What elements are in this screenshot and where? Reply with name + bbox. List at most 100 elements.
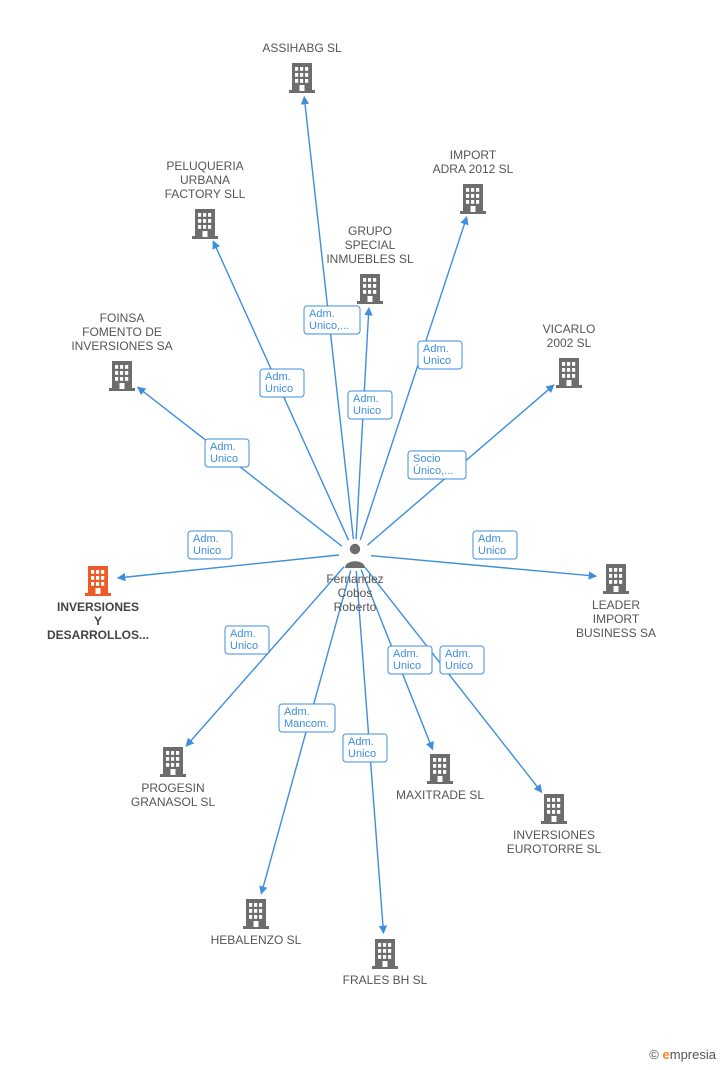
svg-text:Adm.: Adm. [193, 533, 219, 545]
company-node[interactable]: MAXITRADE SL [396, 754, 484, 802]
building-icon [289, 63, 315, 93]
company-label: HEBALENZO SL [211, 933, 302, 947]
edge-label: Adm.Unico,... [304, 306, 360, 334]
company-label: FOMENTO DE [82, 325, 162, 339]
company-node[interactable]: INVERSIONESEUROTORRE SL [507, 794, 602, 856]
center-person[interactable]: FernandezCobosRoberto [326, 544, 383, 614]
svg-text:Adm.: Adm. [284, 706, 310, 718]
svg-text:Unico: Unico [230, 640, 258, 652]
building-icon [541, 794, 567, 824]
svg-text:Unico: Unico [348, 748, 376, 760]
company-node[interactable]: VICARLO2002 SL [543, 322, 596, 388]
company-node[interactable]: PELUQUERIAURBANAFACTORY SLL [165, 159, 246, 239]
edge-label: Adm.Unico [205, 439, 249, 467]
company-node[interactable]: FRALES BH SL [343, 939, 428, 987]
svg-text:Unico: Unico [423, 355, 451, 367]
company-label: INVERSIONES SA [71, 339, 172, 353]
company-label: FOINSA [100, 311, 145, 325]
company-label: ASSIHABG SL [262, 41, 342, 55]
network-diagram: Adm.Unico,...Adm.UnicoAdm.UnicoAdm.Unico… [0, 0, 728, 1070]
building-icon [192, 209, 218, 239]
edge-label: Adm.Unico [225, 626, 269, 654]
edge-label: Adm.Unico [418, 341, 462, 369]
edge [356, 308, 369, 539]
watermark: © empresia [649, 1047, 716, 1062]
company-label: INVERSIONES [57, 600, 139, 614]
svg-text:Adm.: Adm. [309, 308, 335, 320]
svg-text:Unico: Unico [210, 453, 238, 465]
edge-label: Adm.Unico [388, 646, 432, 674]
svg-text:Unico: Unico [265, 383, 293, 395]
company-node[interactable]: HEBALENZO SL [211, 899, 302, 947]
building-icon [372, 939, 398, 969]
company-label: VICARLO [543, 322, 596, 336]
edge-label: Adm.Unico [260, 369, 304, 397]
edge-label: Adm.Unico [348, 391, 392, 419]
center-label: Cobos [338, 586, 373, 600]
svg-text:Unico,...: Unico,... [309, 320, 349, 332]
building-icon [427, 754, 453, 784]
svg-text:Adm.: Adm. [353, 393, 379, 405]
nodes-layer: ASSIHABG SL PELUQUERIAURBANAFACTORY SLL IM… [47, 41, 656, 987]
copyright-symbol: © [649, 1047, 659, 1062]
svg-text:Unico: Unico [193, 545, 221, 557]
company-node[interactable]: IMPORTADRA 2012 SL [433, 148, 514, 214]
svg-text:Socio: Socio [413, 453, 441, 465]
company-label: Y [94, 614, 102, 628]
company-label: PROGESIN [141, 781, 204, 795]
building-icon [160, 747, 186, 777]
edge [365, 567, 542, 792]
svg-text:Adm.: Adm. [445, 648, 471, 660]
edge-label: Adm.Unico [343, 734, 387, 762]
company-node[interactable]: ASSIHABG SL [262, 41, 342, 93]
company-node[interactable]: GRUPOSPECIALINMUEBLES SL [326, 224, 414, 304]
company-label: ADRA 2012 SL [433, 162, 514, 176]
company-label: GRUPO [348, 224, 392, 238]
company-node[interactable]: INVERSIONESYDESARROLLOS... [47, 566, 149, 642]
person-icon [345, 544, 365, 568]
company-label: MAXITRADE SL [396, 788, 484, 802]
edge-label: Adm.Mancom. [279, 704, 335, 732]
center-label: Roberto [334, 600, 377, 614]
company-label: 2002 SL [547, 336, 592, 350]
svg-text:Adm.: Adm. [423, 343, 449, 355]
company-label: FRALES BH SL [343, 973, 428, 987]
company-label: INVERSIONES [513, 828, 595, 842]
svg-text:Único,...: Único,... [413, 464, 453, 477]
svg-text:Mancom.: Mancom. [284, 718, 329, 730]
company-node[interactable]: FOINSAFOMENTO DEINVERSIONES SA [71, 311, 172, 391]
svg-text:Adm.: Adm. [265, 371, 291, 383]
company-node[interactable]: PROGESINGRANASOL SL [131, 747, 216, 809]
company-label: IMPORT [593, 612, 640, 626]
svg-text:Unico: Unico [393, 660, 421, 672]
building-icon [357, 274, 383, 304]
company-label: IMPORT [450, 148, 497, 162]
svg-text:Unico: Unico [445, 660, 473, 672]
edge-label: Adm.Unico [188, 531, 232, 559]
svg-text:Adm.: Adm. [230, 628, 256, 640]
company-label: INMUEBLES SL [326, 252, 414, 266]
building-icon [460, 184, 486, 214]
brand-rest: mpresia [670, 1047, 716, 1062]
edge-label: Adm.Unico [473, 531, 517, 559]
svg-text:Adm.: Adm. [478, 533, 504, 545]
svg-text:Adm.: Adm. [393, 648, 419, 660]
building-icon [85, 566, 111, 596]
company-label: BUSINESS SA [576, 626, 656, 640]
company-label: URBANA [180, 173, 230, 187]
edge-label: Adm.Unico [440, 646, 484, 674]
building-icon [603, 564, 629, 594]
svg-text:Adm.: Adm. [348, 736, 374, 748]
edge-label: SocioÚnico,... [408, 451, 466, 479]
center-label: Fernandez [326, 572, 383, 586]
building-icon [243, 899, 269, 929]
company-label: PELUQUERIA [166, 159, 243, 173]
company-label: DESARROLLOS... [47, 628, 149, 642]
building-icon [109, 361, 135, 391]
company-label: FACTORY SLL [165, 187, 246, 201]
company-label: EUROTORRE SL [507, 842, 602, 856]
company-label: SPECIAL [345, 238, 396, 252]
company-label: LEADER [592, 598, 640, 612]
brand-initial: e [663, 1047, 670, 1062]
building-icon [556, 358, 582, 388]
